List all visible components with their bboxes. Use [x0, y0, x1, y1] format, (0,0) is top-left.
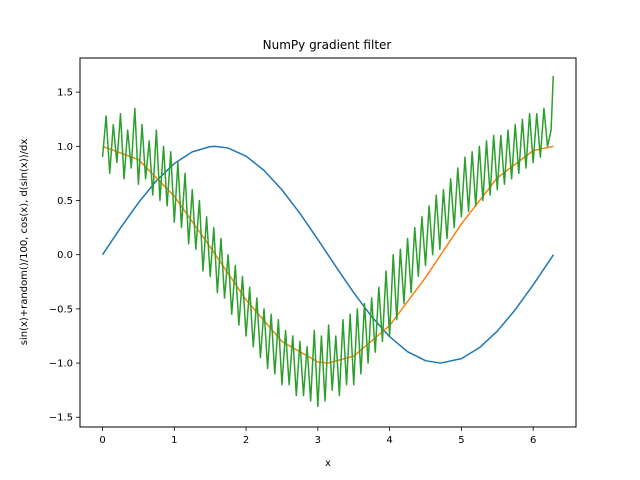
- y-tick-label: −1.0: [49, 359, 73, 370]
- x-tick-label: 2: [243, 435, 249, 446]
- y-tick-label: 1.0: [57, 142, 73, 153]
- series-line-1: [102, 145, 554, 364]
- y-tick-label: 0.5: [57, 196, 73, 207]
- y-tick-label: −0.5: [49, 304, 73, 315]
- x-tick-label: 1: [171, 435, 177, 446]
- y-axis-ticks: −1.5 −1.0 −0.5 0.0 0.5 1.0 1.5: [49, 88, 80, 424]
- series-line-0: [101, 145, 555, 364]
- x-tick-label: 0: [99, 435, 105, 446]
- y-tick-label: −1.5: [49, 413, 73, 424]
- plot-area-frame: [79, 57, 577, 428]
- y-axis-label: sin(x)+random()/100, cos(x), d(sin(x))/d…: [19, 139, 30, 346]
- x-tick-label: 4: [386, 435, 392, 446]
- chart-title: NumPy gradient filter: [263, 38, 392, 52]
- y-tick-label: 1.5: [57, 88, 73, 99]
- x-tick-label: 6: [530, 435, 536, 446]
- y-tick-label: 0.0: [57, 250, 73, 261]
- x-tick-label: 3: [315, 435, 321, 446]
- series-layer: [101, 75, 555, 408]
- series-line-2: [101, 75, 554, 408]
- x-axis-ticks: 0 1 2 3 4 5 6: [99, 427, 536, 446]
- x-tick-label: 5: [458, 435, 464, 446]
- x-axis-label: x: [325, 458, 331, 469]
